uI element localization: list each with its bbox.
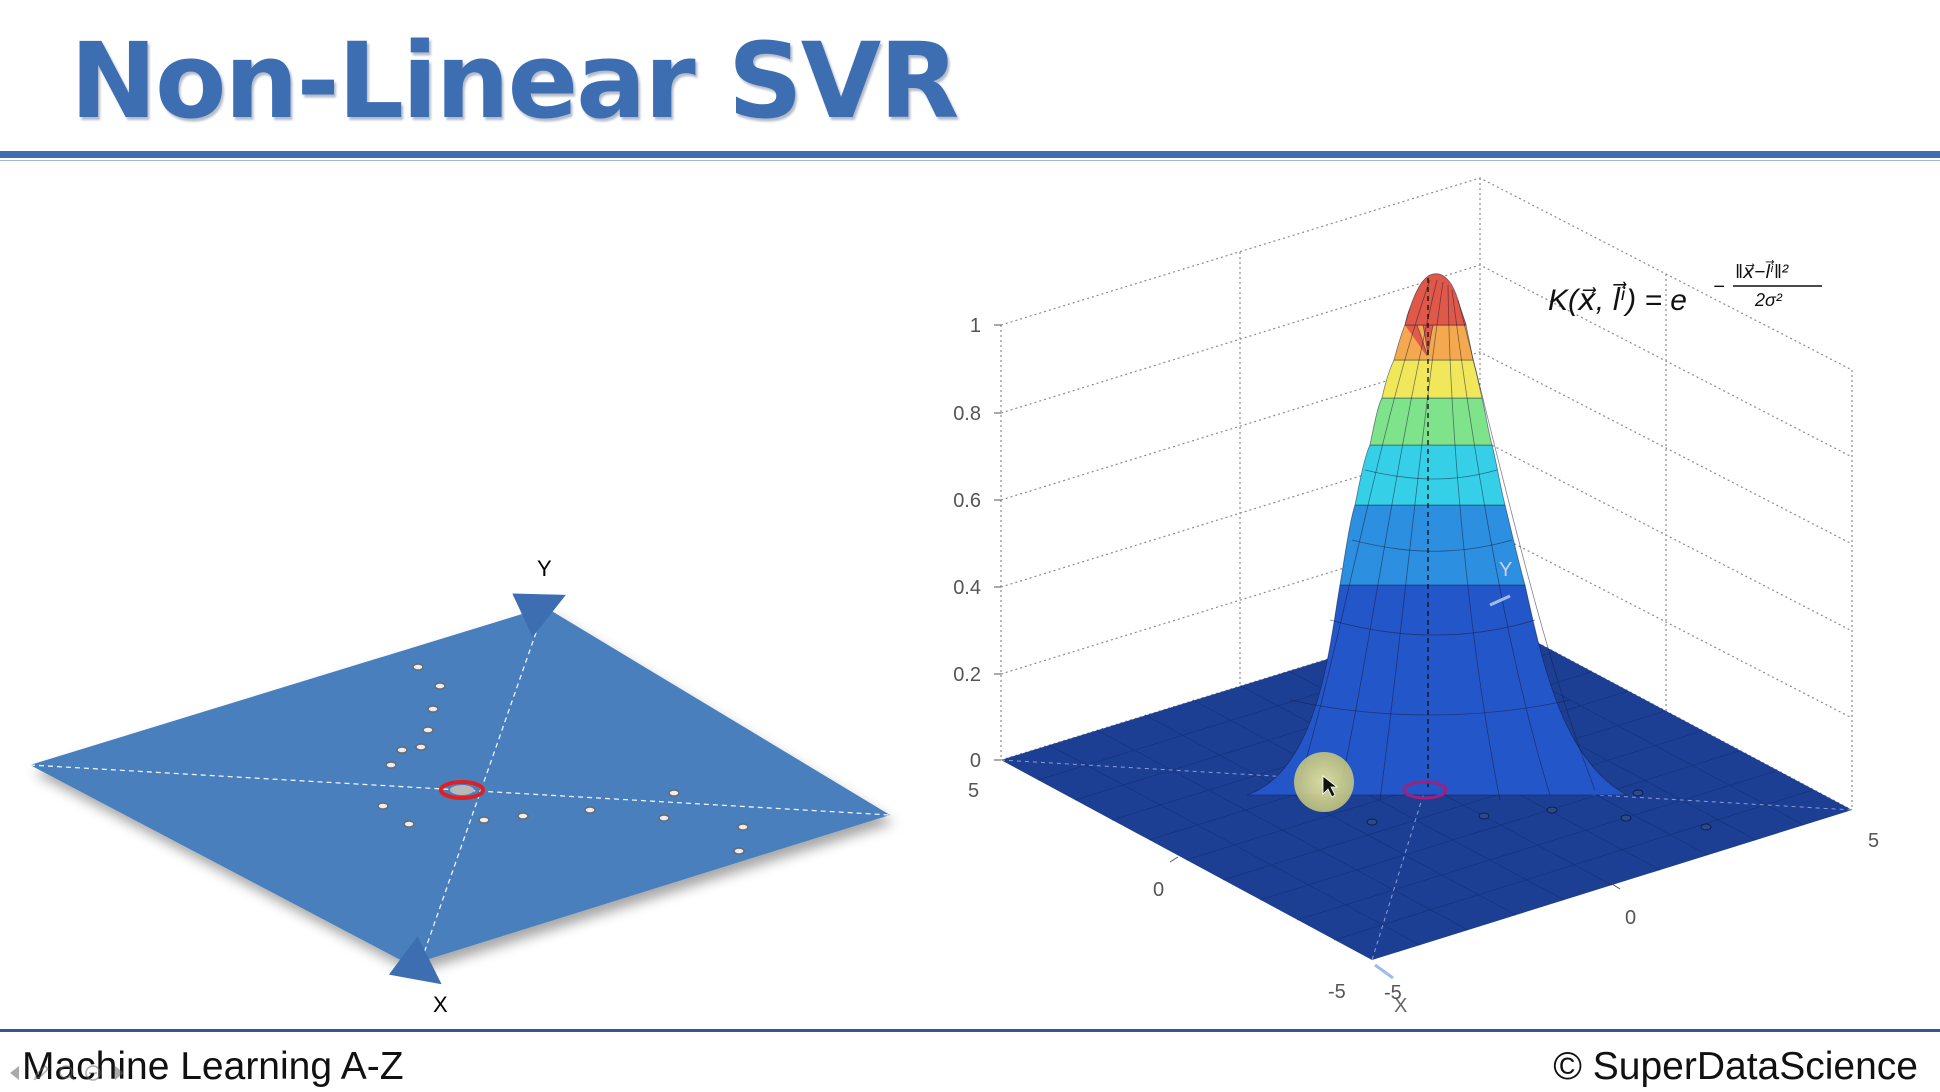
surface-peak: [1404, 273, 1467, 326]
data-point: [478, 816, 490, 824]
data-point: [737, 823, 749, 831]
slideshow-controls: [4, 1060, 130, 1086]
title-divider: [0, 151, 1940, 158]
footer-copyright: © SuperDataScience: [1553, 1045, 1918, 1088]
data-point: [1620, 814, 1632, 822]
data-point: [517, 812, 529, 820]
prev-arrow-icon: [10, 1066, 19, 1080]
axis-y-label: Y: [537, 556, 552, 581]
landmark-circle: [1402, 780, 1448, 800]
magnify-icon: [59, 1065, 75, 1081]
data-point: [415, 743, 427, 751]
title-divider-shadow: [0, 160, 1940, 161]
axis-y-arrow: [512, 593, 566, 638]
data-point: [1700, 823, 1712, 831]
menu-button[interactable]: [82, 1062, 104, 1084]
data-point: [434, 682, 446, 690]
data-point: [1546, 806, 1558, 814]
formula-exponent-denominator: 2σ²: [1754, 290, 1783, 310]
figure-area: Y X: [29, 177, 1879, 1017]
slide-title: Non-Linear SVR: [70, 20, 959, 142]
z-tick-label: 0.2: [953, 664, 981, 686]
data-point: [412, 663, 424, 671]
menu-icon: [85, 1065, 101, 1081]
z-tick-label: 0: [970, 750, 981, 772]
next-arrow-icon: [115, 1066, 124, 1080]
axis-x-label: X: [433, 992, 448, 1017]
z-axis-ticks: 1 0.8 0.6 0.4 0.2 0: [953, 315, 1001, 772]
pen-icon: [33, 1064, 50, 1081]
data-point: [427, 705, 439, 713]
plane-diagram: Y X: [29, 556, 891, 1017]
data-point: [668, 789, 680, 797]
xy-axis-ticks: 5 0 -5 -5 0 5: [968, 780, 1879, 1004]
z-tick-label: 0.8: [953, 403, 981, 425]
axis-x-arrow: [388, 936, 442, 985]
formula-lhs: K(x⃗, l⃗ⁱ) = e: [1548, 282, 1687, 317]
axis-x-arrow: [1374, 963, 1394, 980]
data-point: [658, 814, 670, 822]
x-tick-label: 0: [1153, 879, 1164, 901]
surface-mesh: [1289, 279, 1596, 801]
z-tick-label: 0.4: [953, 577, 981, 599]
rbf-kernel-formula: K(x⃗, l⃗ⁱ) = e − ‖x⃗−l⃗ⁱ‖² 2σ²: [1548, 260, 1822, 317]
data-point: [403, 820, 415, 828]
surface-band: [1354, 444, 1506, 506]
landmark-point: [450, 785, 474, 795]
data-point: [396, 746, 408, 754]
data-points: [377, 663, 749, 855]
data-point: [584, 806, 596, 814]
gaussian-surface: [1246, 273, 1628, 801]
cursor-pointer-icon: [1322, 775, 1339, 798]
data-point: [385, 761, 397, 769]
zoom-button[interactable]: [56, 1062, 78, 1084]
z-tick-label: 1: [970, 315, 981, 337]
axis-x-line: [415, 606, 546, 977]
next-slide-button[interactable]: [108, 1062, 130, 1084]
surface-plot: 1 0.8 0.6 0.4 0.2 0: [953, 177, 1879, 1017]
y-tick-label: 5: [1868, 830, 1879, 852]
data-point: [733, 847, 745, 855]
footer-course-name: Machine Learning A-Z: [22, 1045, 404, 1088]
axis-y-arrow: [1489, 594, 1511, 607]
x-tick-label: 5: [968, 780, 979, 802]
data-point: [1632, 789, 1644, 797]
data-point: [422, 726, 434, 734]
z-tick-label: 0.6: [953, 490, 981, 512]
formula-exponent-minus: −: [1713, 276, 1725, 298]
formula-exponent-numerator: ‖x⃗−l⃗ⁱ‖²: [1735, 260, 1789, 283]
footer-divider: [0, 1029, 1940, 1032]
landmark-circle: [439, 780, 485, 800]
pen-tool-button[interactable]: [30, 1062, 52, 1084]
prev-slide-button[interactable]: [4, 1062, 26, 1084]
y-tick-label: -5: [1384, 982, 1402, 1004]
data-point: [1366, 818, 1378, 826]
data-point: [377, 802, 389, 810]
data-point: [1478, 812, 1490, 820]
y-tick-label: 0: [1625, 907, 1636, 929]
x-tick-label: -5: [1328, 981, 1346, 1003]
axis-x-label: X: [1394, 995, 1407, 1017]
axis-y-label: Y: [1499, 559, 1512, 581]
